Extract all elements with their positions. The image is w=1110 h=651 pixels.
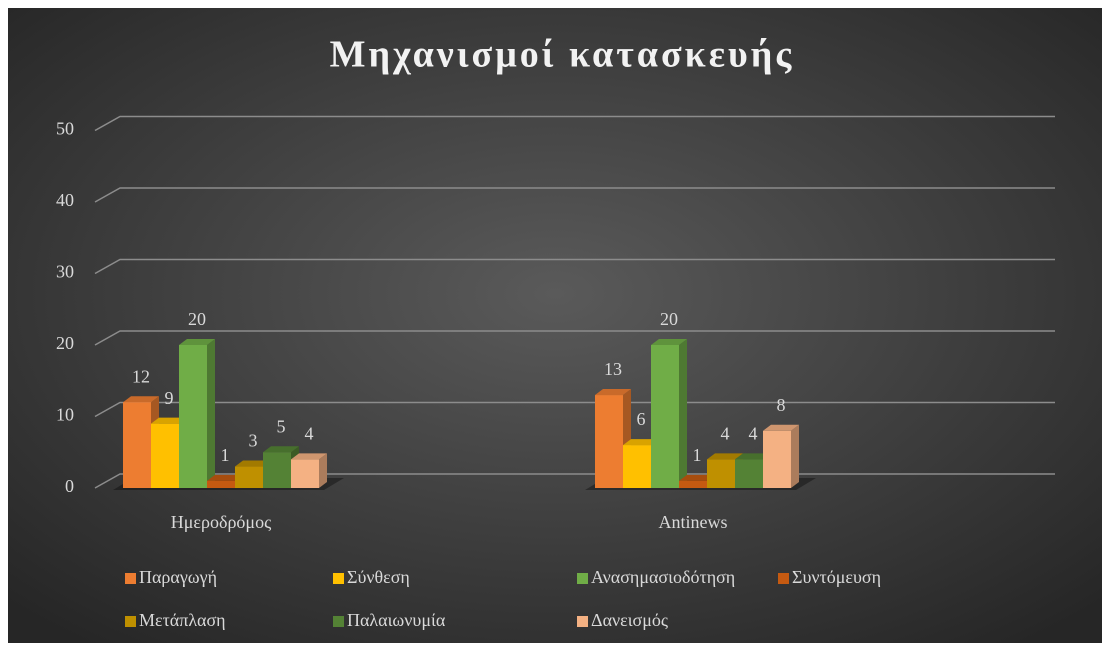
- bar-top: [151, 417, 187, 424]
- bar-front: [151, 423, 179, 488]
- bar-top: [123, 396, 159, 403]
- legend-label: Συντόμευση: [792, 567, 881, 587]
- bar-top: [595, 389, 631, 396]
- data-label: 9: [165, 388, 174, 408]
- data-label: 3: [249, 431, 258, 451]
- bar-front: [235, 466, 263, 488]
- bar-top: [651, 339, 687, 345]
- bar-front: [123, 402, 151, 488]
- bar-top: [707, 453, 743, 460]
- data-label: 20: [660, 309, 678, 329]
- grid-line: [94, 401, 1055, 418]
- y-tick-label: 10: [56, 405, 74, 425]
- legend-label: Ανασημασιοδότηση: [591, 567, 735, 587]
- grid-line: [94, 115, 1055, 132]
- legend-marker: [333, 573, 344, 584]
- data-label: 1: [221, 445, 230, 465]
- legend-marker: [125, 573, 136, 584]
- y-tick-label: 40: [56, 190, 74, 210]
- legend-marker: [125, 616, 136, 627]
- legend-label: Σύνθεση: [347, 567, 410, 587]
- legend-label: Δανεισμός: [591, 610, 668, 630]
- data-label: 20: [188, 309, 206, 329]
- y-tick-label: 50: [56, 119, 74, 139]
- bar-front: [679, 480, 707, 488]
- bar-top: [263, 446, 299, 453]
- bar-top: [235, 460, 271, 467]
- bar-front: [707, 459, 735, 488]
- legend-marker: [577, 573, 588, 584]
- data-label: 12: [132, 366, 150, 386]
- data-label: 5: [277, 416, 286, 436]
- bar-side: [791, 424, 799, 488]
- bar-front: [763, 430, 791, 488]
- chart-background: [8, 8, 1102, 643]
- bar-front: [263, 452, 291, 488]
- bar-top: [291, 453, 327, 460]
- legend-marker: [778, 573, 789, 584]
- legend-marker: [333, 616, 344, 627]
- bar-front: [595, 395, 623, 488]
- bar-top: [763, 424, 799, 431]
- data-label: 4: [721, 424, 730, 444]
- data-label: 1: [693, 445, 702, 465]
- legend-label: Παραγωγή: [139, 567, 217, 587]
- bar-side: [319, 453, 327, 488]
- bar-front: [291, 459, 319, 488]
- bar-side: [679, 339, 687, 488]
- bar-top: [679, 474, 715, 481]
- legend-marker: [577, 616, 588, 627]
- data-label: 8: [777, 395, 786, 415]
- bar: [291, 453, 327, 488]
- bar-top: [623, 439, 659, 446]
- data-label: 13: [604, 359, 622, 379]
- y-tick-label: 0: [65, 476, 74, 496]
- bar: [763, 424, 799, 488]
- bar: [651, 339, 687, 488]
- bar-front: [651, 345, 679, 488]
- y-tick-label: 30: [56, 262, 74, 282]
- legend-label: Παλαιωνυμία: [347, 610, 446, 630]
- y-tick-label: 20: [56, 333, 74, 353]
- data-label: 6: [637, 409, 646, 429]
- x-tick-label: Antinews: [659, 512, 728, 532]
- grid-line: [94, 330, 1055, 346]
- chart-title: Μηχανισμοί κατασκευής: [330, 34, 795, 76]
- legend-label: Μετάπλαση: [139, 610, 226, 630]
- bar-top: [179, 339, 215, 345]
- bar-side: [207, 339, 215, 488]
- bar-front: [179, 345, 207, 488]
- x-tick-label: Ημεροδρόμος: [171, 512, 271, 532]
- bar-top: [735, 453, 771, 460]
- bar-top: [207, 474, 243, 481]
- bar-front: [735, 459, 763, 488]
- grid-line: [94, 187, 1055, 203]
- data-label: 4: [305, 424, 314, 444]
- bar: [179, 339, 215, 488]
- bar-front: [623, 445, 651, 488]
- bar-front: [207, 480, 235, 488]
- data-label: 4: [749, 424, 758, 444]
- grid-line: [94, 258, 1055, 275]
